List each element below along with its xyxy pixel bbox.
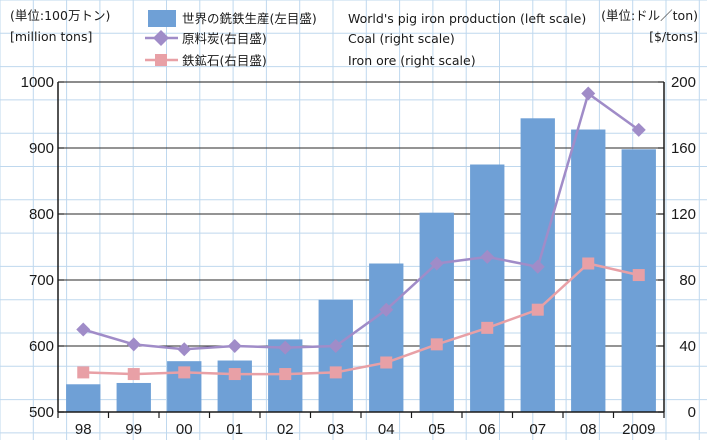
right-tick-label: 200 xyxy=(671,74,696,91)
x-tick-label: 2009 xyxy=(622,421,655,438)
bar-pig-iron xyxy=(318,299,353,412)
legend-label-pig-iron-jp: 世界の銑鉄生産(左目盛) xyxy=(182,11,317,26)
left-axis-ticks: 500 600 700 800 900 1000 xyxy=(21,74,64,421)
line-series xyxy=(76,86,646,381)
bar-pig-iron xyxy=(116,382,151,412)
point-coal xyxy=(126,337,141,352)
left-tick-label: 900 xyxy=(29,140,54,157)
point-coal xyxy=(530,259,545,274)
bar-pig-iron xyxy=(369,263,404,412)
legend-bar-swatch xyxy=(148,10,176,27)
right-unit-jp: (単位:ドル／ton) xyxy=(601,8,698,23)
point-iron-ore xyxy=(632,269,645,282)
legend-coal-marker xyxy=(153,30,169,46)
point-iron-ore xyxy=(531,303,544,316)
legend-iron-ore-marker xyxy=(155,54,167,66)
right-tick-label: 0 xyxy=(688,404,696,421)
x-tick-label: 05 xyxy=(428,421,445,438)
point-iron-ore xyxy=(279,368,292,381)
left-unit-en: [million tons] xyxy=(10,29,92,44)
right-axis-ticks: 0 40 80 120 160 200 xyxy=(658,74,696,421)
point-coal xyxy=(278,340,293,355)
bar-pig-iron xyxy=(419,212,454,412)
point-coal xyxy=(429,256,444,271)
legend-label-pig-iron-en: World's pig iron production (left scale) xyxy=(348,11,586,26)
left-tick-label: 600 xyxy=(29,338,54,355)
point-iron-ore xyxy=(77,366,90,379)
point-coal xyxy=(581,86,596,101)
bar-pig-iron xyxy=(470,164,505,412)
point-iron-ore xyxy=(228,368,241,381)
line-iron-ore xyxy=(83,262,640,376)
x-tick-label: 01 xyxy=(226,421,243,438)
point-iron-ore xyxy=(127,368,140,381)
legend-label-iron-ore-jp: 鉄鉱石(右目盛) xyxy=(182,53,267,68)
left-unit-jp: (単位:100万トン) xyxy=(10,8,110,23)
point-coal xyxy=(227,339,242,353)
x-tick-label: 03 xyxy=(327,421,344,438)
point-iron-ore xyxy=(582,257,595,270)
legend-label-iron-ore-en: Iron ore (right scale) xyxy=(348,53,476,68)
left-tick-label: 700 xyxy=(29,272,54,289)
x-tick-label: 07 xyxy=(529,421,546,438)
point-iron-ore xyxy=(430,338,443,351)
x-tick-label: 04 xyxy=(378,421,395,438)
point-coal xyxy=(480,249,495,264)
right-tick-label: 40 xyxy=(679,338,696,355)
line-coal xyxy=(82,91,640,351)
point-iron-ore xyxy=(178,366,191,379)
legend-label-coal-en: Coal (right scale) xyxy=(348,31,455,46)
x-tick-label: 08 xyxy=(580,421,597,438)
right-unit-en: [$/tons] xyxy=(649,29,698,44)
x-axis-ticks: 98 99 00 01 02 03 04 05 06 07 08 2009 xyxy=(57,412,665,438)
x-tick-label: 99 xyxy=(125,421,142,438)
point-iron-ore xyxy=(329,366,342,379)
x-tick-label: 02 xyxy=(277,421,294,438)
left-tick-label: 500 xyxy=(29,404,54,421)
bar-pig-iron xyxy=(66,384,101,412)
bar-pig-iron xyxy=(571,129,606,412)
legend: 世界の銑鉄生産(左目盛) World's pig iron production… xyxy=(145,10,586,68)
point-coal xyxy=(631,122,646,137)
x-tick-label: 06 xyxy=(479,421,496,438)
x-tick-label: 98 xyxy=(75,421,92,438)
legend-label-coal-jp: 原料炭(右目盛) xyxy=(182,31,267,46)
right-tick-label: 160 xyxy=(671,140,696,157)
point-coal xyxy=(177,342,192,357)
point-coal xyxy=(328,339,343,353)
x-tick-label: 00 xyxy=(176,421,193,438)
point-coal xyxy=(76,322,91,337)
right-tick-label: 80 xyxy=(679,272,696,289)
left-tick-label: 800 xyxy=(29,206,54,223)
point-coal xyxy=(379,302,394,317)
left-tick-label: 1000 xyxy=(21,74,54,91)
point-iron-ore xyxy=(380,356,393,369)
right-tick-label: 120 xyxy=(671,206,696,223)
point-iron-ore xyxy=(481,321,494,334)
